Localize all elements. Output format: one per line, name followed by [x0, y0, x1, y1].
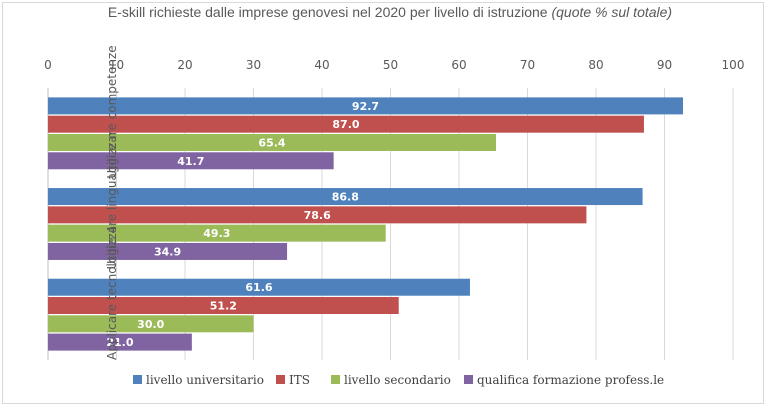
legend-label: qualifica formazione profess.le [477, 373, 664, 387]
x-tick-label: 30 [246, 58, 261, 72]
x-tick-label: 20 [177, 58, 192, 72]
chart-title: E-skill richieste dalle imprese genovesi… [60, 4, 720, 21]
category-label-group: Utilizzare linguaggi e metodi matematici… [105, 0, 119, 270]
bar-value-label: 65.4 [258, 136, 285, 149]
bar-value-label: 86.8 [332, 191, 359, 204]
category-label: Utilizzare competenze digitali [105, 1, 119, 179]
category-labels: Utilizzare competenze digitaliUtilizzare… [105, 0, 119, 360]
category-label-group: Applicare tecnologie 4.0 per innovare pr… [105, 81, 119, 360]
legend-label: livello secondario [344, 373, 451, 387]
legend-swatch [331, 375, 340, 384]
bar [48, 206, 587, 224]
x-tick-label: 50 [383, 58, 398, 72]
bar-value-label: 61.6 [245, 281, 272, 294]
x-tick-label: 60 [451, 58, 466, 72]
chart-title-subtitle: (quote % sul totale) [551, 4, 673, 20]
bar-value-label: 21.0 [106, 336, 133, 349]
bar [48, 297, 399, 315]
legend: livello universitario ITS livello secondar… [133, 373, 664, 387]
bar [48, 97, 683, 115]
bar-value-label: 51.2 [210, 300, 237, 313]
bar [48, 115, 644, 133]
x-tick-label: 70 [520, 58, 535, 72]
legend-swatch [133, 375, 142, 384]
x-axis-ticks: 0 10 20 30 40 50 60 70 80 90 100 [44, 58, 744, 72]
legend-label: livello universitario [146, 373, 264, 387]
x-tick-label: 90 [657, 58, 672, 72]
legend-swatch [276, 375, 285, 384]
bar-value-label: 78.6 [304, 209, 331, 222]
legend-label: ITS [289, 373, 310, 387]
x-tick-label: 100 [722, 58, 745, 72]
bar [48, 242, 288, 260]
bar-value-label: 92.7 [352, 100, 379, 113]
bar [48, 133, 496, 151]
legend-swatch [464, 375, 473, 384]
category-label: Applicare tecnologie 4.0 per innovare pr… [105, 81, 119, 360]
x-tick-label: 10 [109, 58, 124, 72]
bar-value-label: 41.7 [177, 155, 204, 168]
bar-value-label: 30.0 [137, 318, 164, 331]
bar [48, 224, 386, 242]
category-label: Utilizzare linguaggi e metodi matematici… [105, 0, 119, 269]
x-tick-label: 0 [44, 58, 52, 72]
bar-value-label: 87.0 [332, 118, 359, 131]
bar [48, 152, 334, 170]
gridlines [47, 88, 734, 360]
bar [48, 278, 470, 296]
bars: 92.7 87.0 65.4 41.7 86.878.6 49.3 34.9 61.6 51.2… [48, 97, 683, 351]
category-label-group: Utilizzare competenze digitali [105, 1, 119, 179]
x-tick-label: 80 [588, 58, 603, 72]
x-tick-label: 40 [314, 58, 329, 72]
bar [48, 315, 254, 333]
chart-title-main: E-skill richieste dalle imprese genovesi… [107, 4, 548, 20]
bar [48, 188, 643, 206]
bar-value-label: 34.9 [154, 245, 181, 258]
bar [48, 333, 192, 351]
bar-value-label: 49.3 [203, 227, 230, 240]
